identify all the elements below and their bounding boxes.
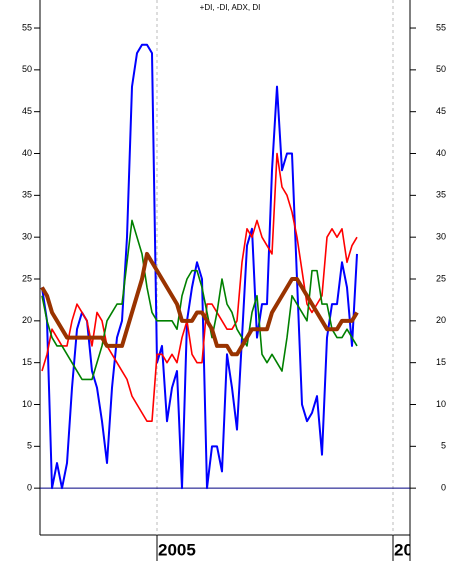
series-line [40,251,359,357]
y-tick-label: 20 [22,315,32,325]
chart-title: +DI, -DI, ADX, DI [200,3,261,12]
series-line [41,219,358,381]
y-tick-label: 45 [22,106,32,116]
x-tick-labels: 2005 2006 [158,540,432,559]
y2-tick-label: 15 [436,357,446,367]
y2-tick-label: 50 [436,64,446,74]
y-tick-label: 5 [27,441,32,451]
y2-tick-label: 35 [436,190,446,200]
y2-tick-label: 25 [436,273,446,283]
y-tick-label: 10 [22,399,32,409]
y2-tick-label: 0 [441,483,446,493]
y2-tick-label: 10 [436,399,446,409]
x-tick-label: 2006 [394,540,432,559]
y2-tick-label: 40 [436,148,446,158]
y-tick-label: 55 [22,22,32,32]
y2-tick-label: 55 [436,22,446,32]
series-line [41,152,358,423]
y-tick-label: 40 [22,148,32,158]
y2-tick-label: 5 [441,441,446,451]
y-tick-label: 0 [27,483,32,493]
x-tick-label: 2005 [158,540,196,559]
y2-tick-label: 45 [436,106,446,116]
y-tick-label: 30 [22,232,32,242]
series-line [41,43,358,490]
y2-tick-label: 20 [436,315,446,325]
y-tick-label: 35 [22,190,32,200]
y-tick-label: 15 [22,357,32,367]
y-tick-label: 50 [22,64,32,74]
y2-tick-label: 30 [436,232,446,242]
y-tick-label: 25 [22,273,32,283]
